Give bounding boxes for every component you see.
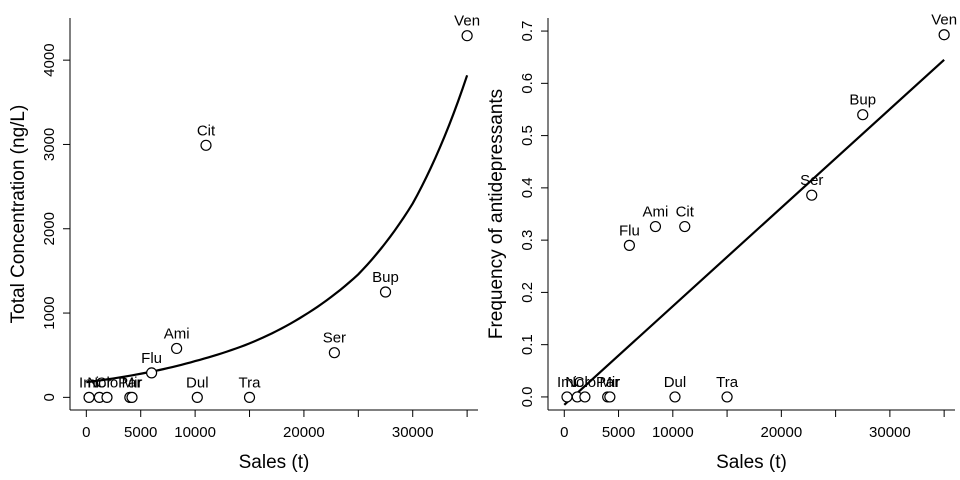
data-point-label: Imi xyxy=(79,374,99,391)
data-point xyxy=(146,367,158,379)
y-tick-label: 1000 xyxy=(41,296,58,329)
data-point-label: Ven xyxy=(931,12,957,29)
data-point xyxy=(101,391,113,403)
data-point xyxy=(126,391,138,403)
data-point xyxy=(328,347,340,359)
data-point-label: Clo xyxy=(574,374,597,391)
data-point xyxy=(604,391,616,403)
data-point-label: Ser xyxy=(323,330,346,347)
y-tick-label: 2000 xyxy=(41,212,58,245)
data-point xyxy=(623,239,636,251)
data-point xyxy=(171,342,183,355)
data-point xyxy=(579,391,591,403)
x-tick-label: 5000 xyxy=(602,424,635,441)
data-point-label: Flu xyxy=(619,222,640,239)
data-point-label: Cit xyxy=(197,122,216,139)
fit-line xyxy=(563,58,945,406)
data-point-label: Ser xyxy=(800,172,823,189)
y-tick-label: 0.0 xyxy=(519,387,536,408)
x-axis-title: Sales (t) xyxy=(239,452,310,473)
y-axis-title: Total Concentration (ng/L) xyxy=(8,105,29,324)
y-tick-label: 3000 xyxy=(41,128,58,161)
data-point xyxy=(191,391,203,403)
fit-line xyxy=(86,74,469,384)
data-point xyxy=(806,189,818,201)
data-point-label: Bup xyxy=(849,92,876,109)
x-tick-label: 10000 xyxy=(174,424,216,441)
x-tick-label: 30000 xyxy=(869,424,911,441)
data-point-label: Ami xyxy=(164,325,190,342)
data-point-label: Tra xyxy=(716,374,739,391)
y-axis-title: Frequency of antidepressants xyxy=(486,89,507,339)
data-point-label: Bup xyxy=(372,269,399,286)
data-point-label: Par xyxy=(118,374,141,391)
y-tick-label: 0.4 xyxy=(519,177,536,198)
data-point-label: Mir xyxy=(599,374,620,391)
x-tick-label: 20000 xyxy=(760,424,802,441)
data-point-label: Nor xyxy=(565,374,589,391)
x-tick-label: 10000 xyxy=(652,424,694,441)
data-point xyxy=(461,30,473,42)
y-tick-label: 0.1 xyxy=(519,334,536,355)
x-axis-title: Sales (t) xyxy=(716,452,787,473)
x-tick-label: 5000 xyxy=(124,424,157,441)
data-point-label: Cit xyxy=(676,204,695,221)
data-point-label: Clo xyxy=(96,374,119,391)
data-point-label: Par xyxy=(596,374,619,391)
data-point xyxy=(649,220,662,233)
data-point xyxy=(200,139,212,151)
data-point xyxy=(669,391,681,403)
data-point xyxy=(83,391,95,403)
y-tick-label: 4000 xyxy=(41,43,58,76)
data-point xyxy=(721,391,733,403)
data-point-label: Nor xyxy=(87,374,111,391)
data-point xyxy=(379,286,392,298)
data-point-label: Flu xyxy=(141,350,162,367)
y-tick-label: 0.6 xyxy=(519,73,536,94)
y-tick-label: 0.5 xyxy=(519,125,536,146)
y-tick-label: 0.7 xyxy=(519,21,536,42)
x-tick-label: 0 xyxy=(82,424,90,441)
data-point-label: Ami xyxy=(643,204,669,221)
y-tick-label: 0.2 xyxy=(519,282,536,303)
data-point-label: Tra xyxy=(239,374,262,391)
x-tick-label: 0 xyxy=(560,424,568,441)
data-point-label: Ven xyxy=(454,13,480,30)
data-point-label: Mir xyxy=(122,374,143,391)
x-tick-label: 30000 xyxy=(392,424,434,441)
y-tick-label: 0.3 xyxy=(519,230,536,251)
data-point xyxy=(561,391,573,403)
data-point-label: Dul xyxy=(664,374,687,391)
data-point-label: Imi xyxy=(557,374,577,391)
data-point xyxy=(679,220,691,233)
data-point xyxy=(243,391,256,403)
data-point xyxy=(938,29,950,41)
y-tick-label: 0 xyxy=(41,393,58,401)
x-tick-label: 20000 xyxy=(283,424,325,441)
data-point xyxy=(857,109,869,121)
data-point-label: Dul xyxy=(186,374,209,391)
